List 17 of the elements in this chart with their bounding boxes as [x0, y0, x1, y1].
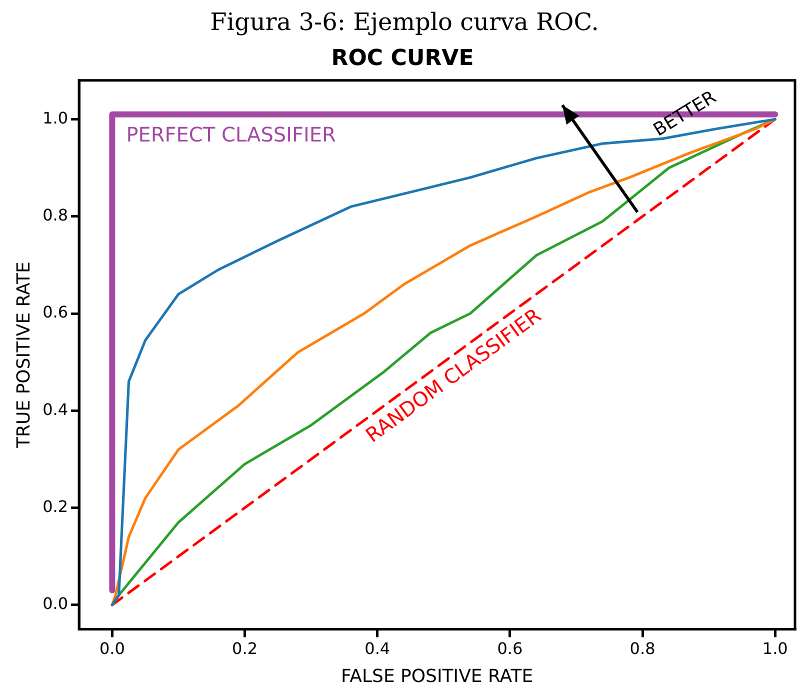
y-tick-label: 0.8 — [42, 206, 68, 225]
x-tick-label: 0.2 — [232, 638, 258, 658]
chart-subtitle: ROC CURVE — [331, 46, 474, 71]
y-tick-label: 0.6 — [42, 302, 68, 322]
x-tick-label: 0.4 — [364, 638, 390, 658]
y-axis-title: TRUE POSITIVE RATE — [13, 262, 34, 449]
y-tick-label: 1.0 — [42, 108, 68, 128]
y-tick-label: 0.4 — [42, 400, 68, 419]
x-axis-title: FALSE POSITIVE RATE — [340, 666, 534, 687]
chart-title: Figura 3-6: Ejemplo curva ROC. — [209, 7, 600, 38]
x-tick-label: 0.0 — [99, 638, 125, 658]
x-tick-label: 1.0 — [762, 638, 788, 658]
x-tick-label: 0.6 — [497, 638, 523, 658]
x-tick-label: 0.8 — [630, 638, 656, 658]
y-tick-label: 0.2 — [42, 496, 68, 516]
y-tick-label: 0.0 — [42, 594, 68, 614]
series-label: PERFECT CLASSIFIER — [126, 122, 336, 147]
